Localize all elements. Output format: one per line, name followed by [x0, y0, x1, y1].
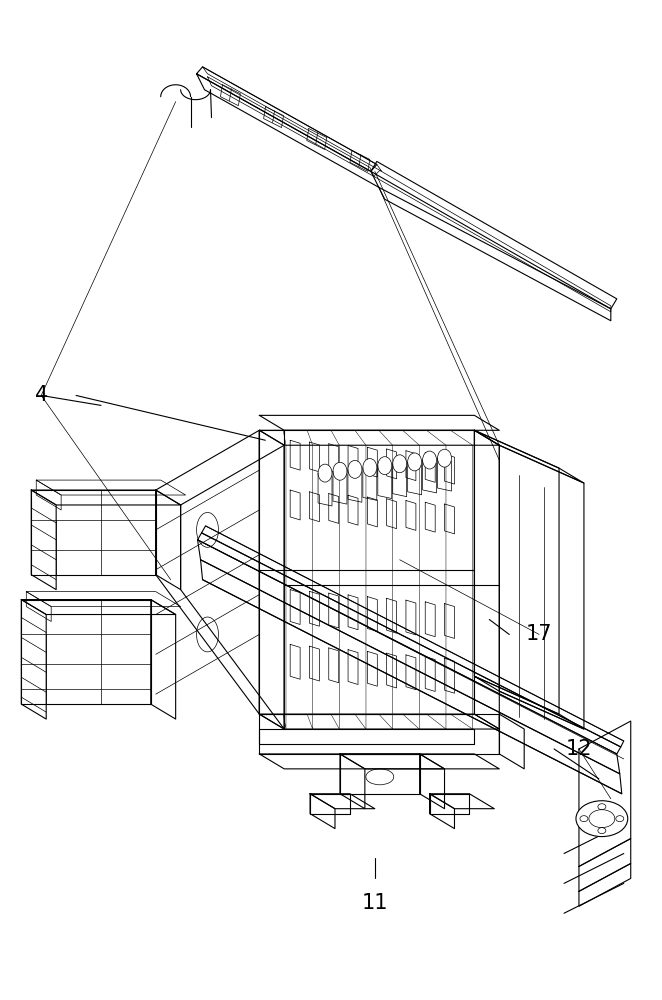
Polygon shape [260, 430, 475, 714]
Polygon shape [579, 863, 631, 906]
Polygon shape [579, 721, 631, 866]
Polygon shape [260, 415, 499, 430]
Polygon shape [260, 430, 284, 729]
Polygon shape [499, 445, 584, 729]
Polygon shape [430, 794, 455, 829]
Ellipse shape [393, 455, 406, 473]
Ellipse shape [378, 457, 392, 475]
Polygon shape [475, 676, 584, 729]
Polygon shape [260, 754, 499, 769]
Polygon shape [197, 533, 621, 754]
Polygon shape [475, 430, 499, 729]
Polygon shape [379, 187, 611, 321]
Polygon shape [340, 754, 420, 794]
Ellipse shape [576, 801, 628, 837]
Polygon shape [31, 490, 156, 575]
Ellipse shape [422, 451, 436, 469]
Polygon shape [310, 794, 335, 829]
Ellipse shape [363, 459, 377, 476]
Polygon shape [340, 754, 365, 809]
Text: 11: 11 [361, 893, 388, 913]
Polygon shape [181, 445, 284, 729]
Ellipse shape [408, 453, 422, 471]
Polygon shape [21, 600, 175, 615]
Ellipse shape [333, 462, 347, 480]
Polygon shape [197, 540, 620, 774]
Polygon shape [21, 600, 46, 719]
Polygon shape [340, 754, 444, 769]
Text: 4: 4 [34, 385, 48, 405]
Polygon shape [579, 839, 631, 891]
Polygon shape [21, 600, 151, 704]
Polygon shape [156, 430, 260, 714]
Polygon shape [31, 490, 56, 590]
Polygon shape [31, 490, 181, 505]
Polygon shape [260, 430, 499, 445]
Polygon shape [197, 74, 379, 187]
Polygon shape [201, 560, 622, 794]
Polygon shape [260, 714, 499, 729]
Polygon shape [151, 600, 175, 719]
Text: 12: 12 [566, 739, 592, 759]
Ellipse shape [348, 460, 362, 478]
Polygon shape [430, 794, 495, 809]
Polygon shape [310, 794, 375, 809]
Polygon shape [201, 526, 624, 747]
Polygon shape [475, 430, 584, 483]
Polygon shape [499, 714, 524, 769]
Ellipse shape [438, 449, 451, 467]
Polygon shape [260, 714, 499, 754]
Polygon shape [420, 754, 444, 809]
Polygon shape [156, 490, 181, 590]
Ellipse shape [318, 464, 332, 482]
Text: 17: 17 [526, 624, 552, 644]
Polygon shape [310, 794, 350, 814]
Polygon shape [475, 430, 559, 714]
Polygon shape [197, 67, 377, 171]
Polygon shape [371, 161, 617, 309]
Polygon shape [430, 794, 469, 814]
